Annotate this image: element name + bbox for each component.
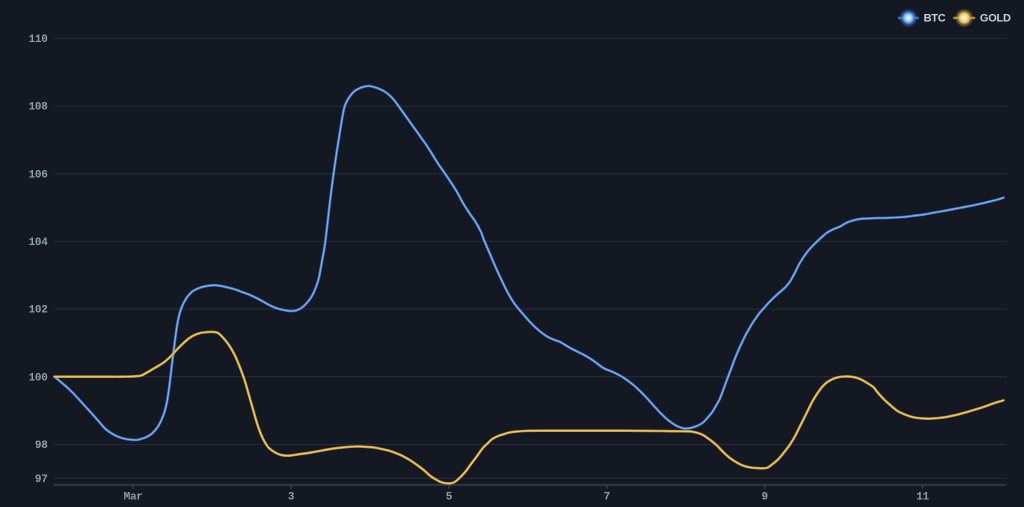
svg-text:BTC: BTC xyxy=(924,13,946,25)
svg-text:9: 9 xyxy=(762,492,768,504)
svg-text:Mar: Mar xyxy=(124,492,143,504)
svg-text:5: 5 xyxy=(446,492,453,504)
svg-text:110: 110 xyxy=(29,34,48,46)
svg-text:106: 106 xyxy=(29,169,48,181)
svg-text:102: 102 xyxy=(29,305,48,317)
svg-text:98: 98 xyxy=(35,440,48,452)
svg-text:7: 7 xyxy=(604,492,610,504)
svg-text:11: 11 xyxy=(916,492,929,504)
svg-text:108: 108 xyxy=(29,102,49,114)
svg-text:3: 3 xyxy=(288,492,295,504)
svg-text:100: 100 xyxy=(29,372,48,384)
svg-text:97: 97 xyxy=(35,474,48,486)
svg-text:104: 104 xyxy=(29,237,49,249)
svg-text:GOLD: GOLD xyxy=(980,13,1011,25)
